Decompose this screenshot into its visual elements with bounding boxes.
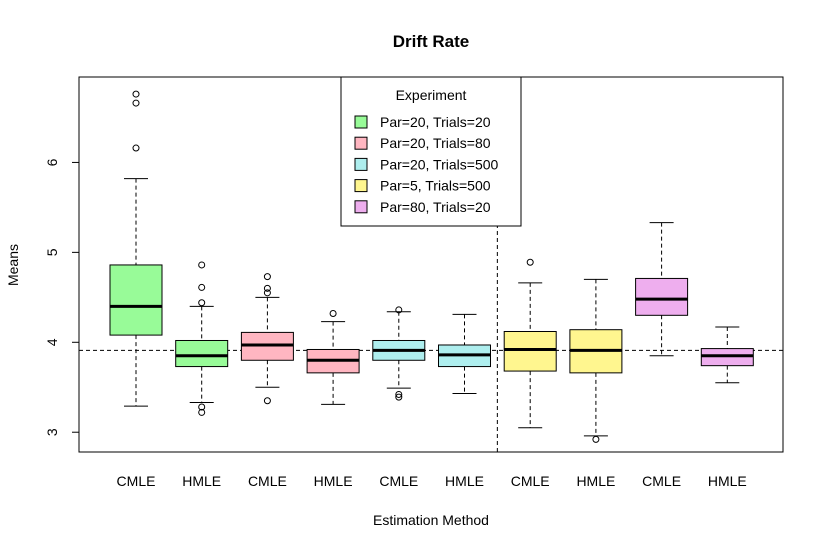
box-3 xyxy=(240,273,294,405)
legend-entry-label: Par=80, Trials=20 xyxy=(380,199,491,215)
legend-box xyxy=(340,76,522,227)
box-iqr xyxy=(175,339,229,368)
legend-entry-label: Par=20, Trials=20 xyxy=(380,114,491,130)
outlier-point xyxy=(198,261,206,269)
x-tick-label: HMLE xyxy=(445,473,484,489)
box-iqr xyxy=(635,277,689,316)
outlier-point xyxy=(132,144,140,152)
box-8 xyxy=(569,278,623,443)
y-axis-label: Means xyxy=(5,244,21,286)
x-tick-label: CMLE xyxy=(642,473,681,489)
legend-swatch xyxy=(354,115,368,129)
x-tick-label: HMLE xyxy=(314,473,353,489)
box-6 xyxy=(438,313,491,395)
outlier-point xyxy=(329,310,337,318)
outlier-point xyxy=(198,408,206,416)
x-tick-label: CMLE xyxy=(511,473,550,489)
legend-swatch xyxy=(354,136,368,150)
outlier-point xyxy=(395,390,403,398)
legend-swatch xyxy=(354,157,368,171)
x-tick-label: CMLE xyxy=(379,473,418,489)
legend-entry-label: Par=20, Trials=80 xyxy=(380,135,491,151)
outlier-point xyxy=(592,435,600,443)
outlier-point xyxy=(263,273,271,281)
legend-swatch xyxy=(354,179,368,193)
y-tick-label: 3 xyxy=(44,428,60,436)
box-1 xyxy=(109,90,163,407)
outlier-point xyxy=(263,397,271,405)
x-tick-label: CMLE xyxy=(248,473,287,489)
legend-entry-label: Par=5, Trials=500 xyxy=(380,178,491,194)
box-9 xyxy=(635,222,689,357)
outlier-point xyxy=(526,258,534,266)
legend: Experiment Par=20, Trials=20 Par=20, Tria… xyxy=(340,76,522,227)
legend-title: Experiment xyxy=(396,87,467,103)
outlier-point xyxy=(395,393,403,401)
box-5 xyxy=(372,306,426,401)
y-tick-label: 5 xyxy=(44,248,60,256)
y-tick-label: 4 xyxy=(44,338,60,346)
outlier-point xyxy=(395,306,403,314)
x-tick-label: HMLE xyxy=(708,473,747,489)
outlier-point xyxy=(198,299,206,307)
outlier-point xyxy=(263,284,271,292)
box-iqr xyxy=(109,264,163,336)
legend-swatch xyxy=(354,200,368,214)
outlier-point xyxy=(198,403,206,411)
box-iqr xyxy=(503,330,557,372)
legend-entry-label: Par=20, Trials=500 xyxy=(380,156,499,172)
x-tick-label: CMLE xyxy=(117,473,156,489)
x-axis-label: Estimation Method xyxy=(373,512,489,528)
outlier-point xyxy=(263,289,271,297)
y-tick-label: 6 xyxy=(44,158,60,166)
outlier-point xyxy=(198,283,206,291)
x-tick-label: HMLE xyxy=(576,473,615,489)
outlier-point xyxy=(132,99,140,107)
box-7 xyxy=(503,258,557,429)
box-10 xyxy=(700,326,754,384)
box-4 xyxy=(306,310,360,405)
chart-marks: 3 4 5 6 CMLE HMLE CMLE HMLE CMLE HMLE CMLE HMLE CMLE… xyxy=(44,77,783,489)
chart-title: Drift Rate xyxy=(393,32,470,51)
x-tick-label: HMLE xyxy=(182,473,221,489)
outlier-point xyxy=(132,90,140,98)
box-2 xyxy=(175,261,229,416)
